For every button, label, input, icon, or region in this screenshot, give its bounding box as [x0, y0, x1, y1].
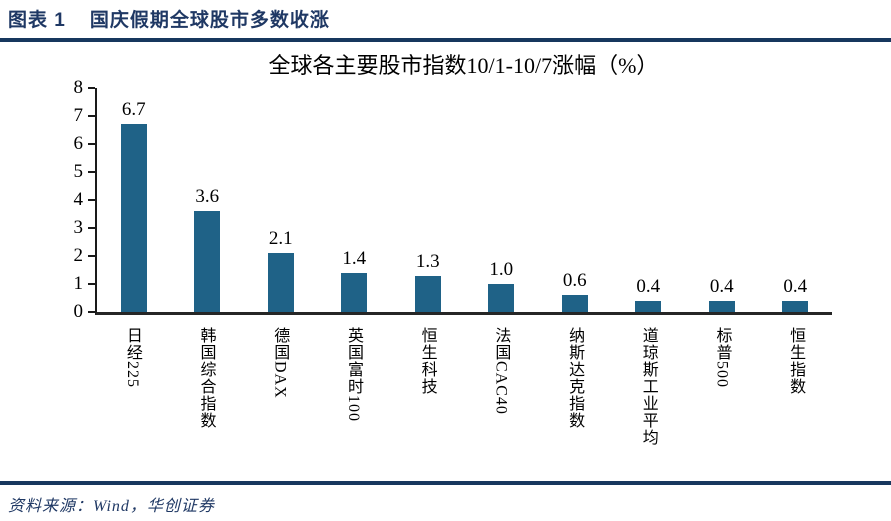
bar-value-label: 1.3 [415, 250, 440, 272]
bar [341, 272, 368, 312]
bar-value-label: 1.4 [342, 247, 367, 269]
chart: 全球各主要股市指数10/1-10/7涨幅（%） 6.7 3.6 2.1 1.4 1.3 1… [0, 53, 891, 487]
bar [194, 211, 221, 312]
y-tick-mark [88, 143, 95, 145]
x-label-cell: 英国富时100 [316, 327, 390, 487]
bar [267, 253, 294, 312]
bar [782, 300, 809, 312]
plot-row: 6.7 3.6 2.1 1.4 1.3 1.0 0.6 0.4 0.4 0.4 0 1 2 3 4 5 6 7 8 [0, 77, 832, 322]
y-tick-mark [88, 311, 95, 313]
bar [561, 295, 588, 312]
bar-group: 1.4 [318, 88, 392, 312]
y-tick-mark [88, 115, 95, 117]
bar [120, 124, 147, 312]
y-tick-mark [88, 199, 95, 201]
x-label-cell: 恒生指数 [758, 327, 832, 487]
source-note: 资料来源：Wind，华创证券 [8, 498, 215, 515]
y-tick-label: 6 [73, 133, 84, 154]
bar-group: 0.6 [538, 88, 612, 312]
bar-group: 2.1 [244, 88, 318, 312]
figure-title: 国庆假期全球股市多数收涨 [89, 10, 330, 31]
x-label-cell: 韩国综合指数 [169, 327, 243, 487]
x-label-cell: 法国CAC40 [464, 327, 538, 487]
x-category-label: 纳斯达克指数 [566, 327, 584, 429]
bar-value-label: 1.0 [489, 259, 514, 280]
bar [488, 284, 515, 312]
x-label-cell: 恒生科技 [390, 327, 464, 487]
bar-value-label: 0.4 [636, 275, 661, 297]
y-tick-mark [88, 171, 95, 173]
bar-group: 6.7 [97, 88, 171, 312]
x-label-cell: 道琼斯工业平均 [611, 327, 685, 487]
x-axis-labels: 日经225 韩国综合指数 德国DAX 英国富时100 恒生科技 法国CAC40 纳斯达克指数… [95, 327, 832, 487]
header-divider [0, 38, 891, 42]
x-category-label: 德国DAX [271, 327, 289, 399]
y-tick-label: 5 [73, 161, 84, 182]
bar-group: 1.3 [391, 88, 465, 312]
y-tick-label: 0 [73, 301, 84, 322]
figure-number-label: 图表 1 [8, 10, 66, 31]
y-tick-mark [88, 87, 95, 89]
x-label-cell: 标普500 [685, 327, 759, 487]
bar-group: 0.4 [612, 88, 686, 312]
x-category-label: 英国富时100 [344, 327, 362, 422]
x-label-cell: 日经225 [95, 327, 169, 487]
figure-header: 图表 1 国庆假期全球股市多数收涨 [0, 0, 891, 38]
y-tick-label: 2 [73, 245, 84, 266]
x-category-label: 标普500 [713, 327, 731, 388]
x-category-label: 日经225 [123, 327, 141, 388]
bar [635, 300, 662, 312]
bar-group: 0.4 [759, 88, 833, 312]
plot-area: 6.7 3.6 2.1 1.4 1.3 1.0 0.6 0.4 0.4 0.4 0 1 2 3 4 5 6 7 8 [74, 77, 832, 322]
y-tick-label: 4 [73, 189, 84, 210]
x-category-label: 道琼斯工业平均 [639, 327, 657, 446]
y-tick-label: 3 [73, 217, 84, 238]
bar-value-label: 3.6 [195, 186, 220, 208]
bar-group: 1.0 [465, 88, 539, 312]
x-category-label: 恒生指数 [787, 327, 805, 395]
bar [414, 275, 441, 312]
x-category-label: 法国CAC40 [492, 327, 510, 415]
y-tick-label: 7 [73, 105, 84, 126]
x-category-label: 韩国综合指数 [197, 327, 215, 429]
bar-value-label: 0.6 [562, 270, 587, 292]
bar [708, 300, 735, 312]
bar-value-label: 2.1 [268, 228, 293, 250]
chart-title: 全球各主要股市指数10/1-10/7涨幅（%） [268, 53, 659, 78]
x-label-cell: 德国DAX [242, 327, 316, 487]
y-tick-mark [88, 227, 95, 229]
bar-group: 3.6 [171, 88, 245, 312]
x-category-label: 恒生科技 [418, 327, 436, 395]
bar-value-label: 0.4 [709, 275, 734, 297]
y-tick-mark [88, 283, 95, 285]
y-tick-label: 1 [73, 273, 84, 294]
bar-value-label: 6.7 [121, 99, 146, 121]
bar-value-label: 0.4 [783, 275, 808, 297]
footer-divider [0, 481, 891, 485]
y-tick-label: 8 [73, 77, 84, 98]
bar-group: 0.4 [685, 88, 759, 312]
x-label-cell: 纳斯达克指数 [537, 327, 611, 487]
y-tick-mark [88, 255, 95, 257]
bars-container: 6.7 3.6 2.1 1.4 1.3 1.0 0.6 0.4 0.4 0.4 [97, 88, 832, 312]
